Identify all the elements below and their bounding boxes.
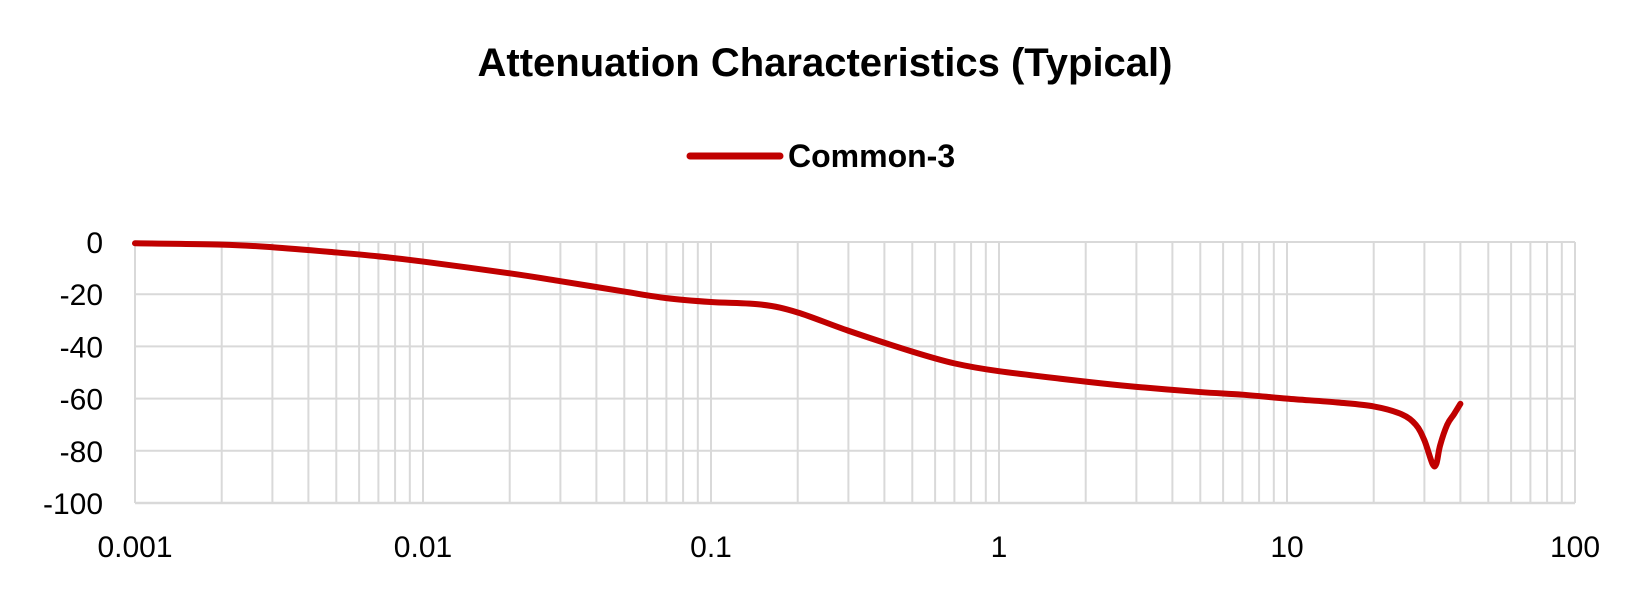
y-tick-label: 0 bbox=[86, 227, 103, 260]
series-line-common-3 bbox=[132, 240, 1464, 470]
y-tick-label: -60 bbox=[60, 384, 103, 417]
x-tick-label: 1 bbox=[991, 531, 1008, 564]
series-layer bbox=[132, 240, 1464, 470]
x-tick-label: 0.001 bbox=[97, 531, 172, 564]
chart-title: Attenuation Characteristics (Typical) bbox=[478, 41, 1173, 85]
x-tick-label: 0.1 bbox=[690, 531, 732, 564]
y-tick-label: -100 bbox=[43, 488, 103, 521]
y-tick-label: -80 bbox=[60, 436, 103, 469]
x-tick-label: 10 bbox=[1270, 531, 1303, 564]
x-tick-label: 100 bbox=[1550, 531, 1600, 564]
legend-label: Common-3 bbox=[788, 138, 955, 174]
tick-labels: 0.001 0.01 0.1 1 10 100 0 -20 -40 -60 -80 -100 bbox=[43, 227, 1600, 564]
chart-legend: Common-3 bbox=[686, 138, 955, 174]
grid bbox=[134, 241, 1576, 505]
y-tick-label: -20 bbox=[60, 279, 103, 312]
x-tick-label: 0.01 bbox=[394, 531, 452, 564]
y-tick-label: -40 bbox=[60, 331, 103, 364]
